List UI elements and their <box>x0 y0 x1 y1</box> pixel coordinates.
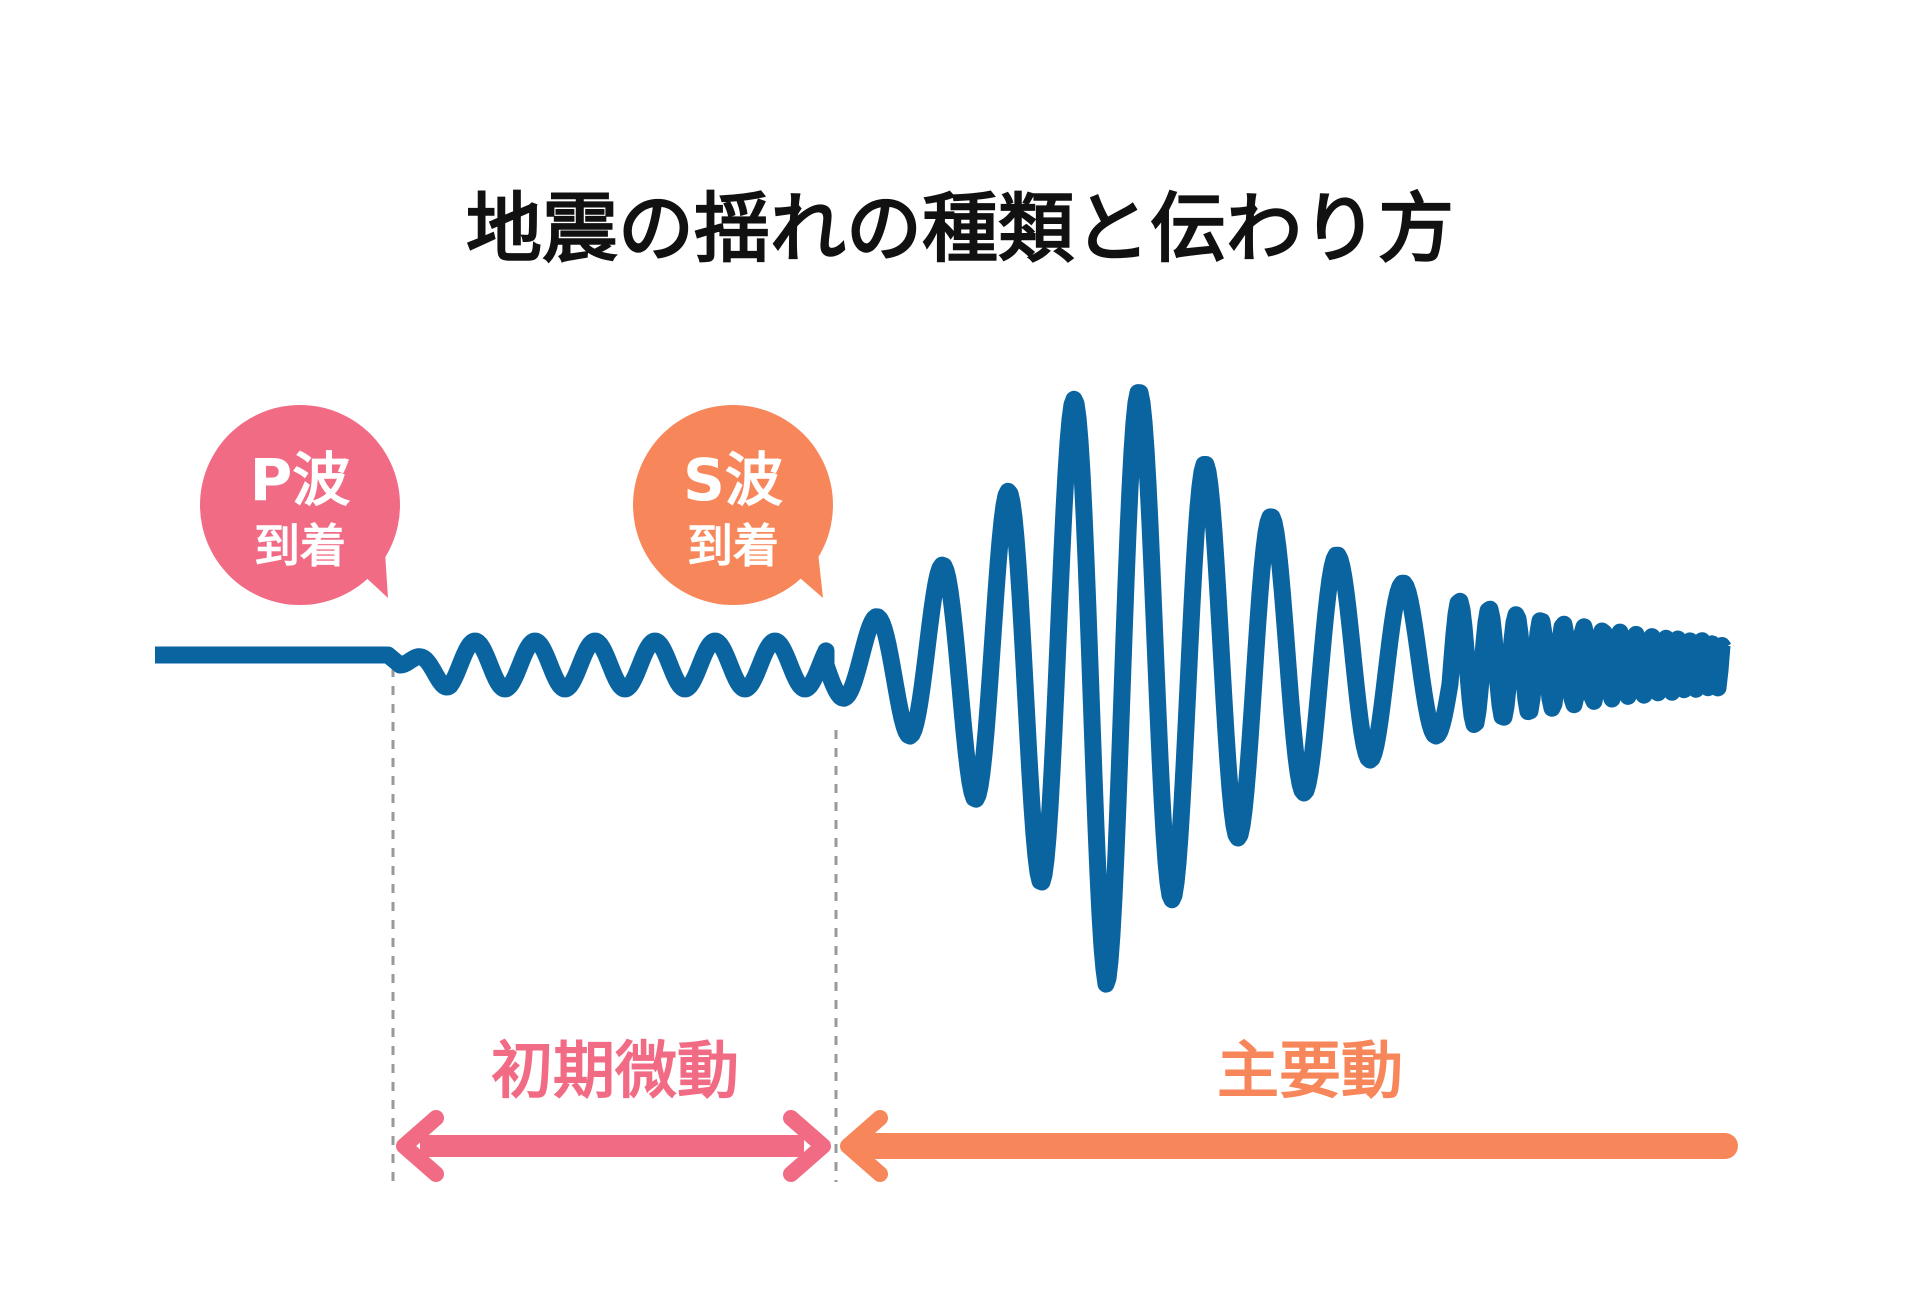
initial-tremor-arrow-right-head <box>783 1110 831 1182</box>
main-motion-label: 主要動 <box>1217 1034 1403 1107</box>
p-wave-bubble-circle <box>200 405 400 605</box>
initial-tremor-label: 初期微動 <box>491 1034 739 1107</box>
seismic-waveform <box>155 384 1732 993</box>
main-motion-arrow-head <box>840 1110 888 1182</box>
s-wave-label: S波 <box>683 446 783 514</box>
p-wave-arrival-bubble: P波 到着 <box>200 405 400 605</box>
initial-tremor-arrow-left-head <box>396 1110 444 1182</box>
s-wave-bubble-tail <box>793 552 823 598</box>
page-title: 地震の揺れの種類と伝わり方 <box>466 184 1454 273</box>
p-wave-arrival-text: 到着 <box>254 519 346 573</box>
s-wave-bubble-circle <box>633 405 833 605</box>
main-motion-arrow <box>840 1110 1738 1182</box>
p-wave-bubble-tail <box>360 552 388 598</box>
p-wave-label: P波 <box>250 446 351 514</box>
s-wave-arrival-bubble: S波 到着 <box>633 405 833 605</box>
initial-tremor-arrow <box>396 1110 831 1182</box>
s-wave-arrival-text: 到着 <box>687 519 779 573</box>
